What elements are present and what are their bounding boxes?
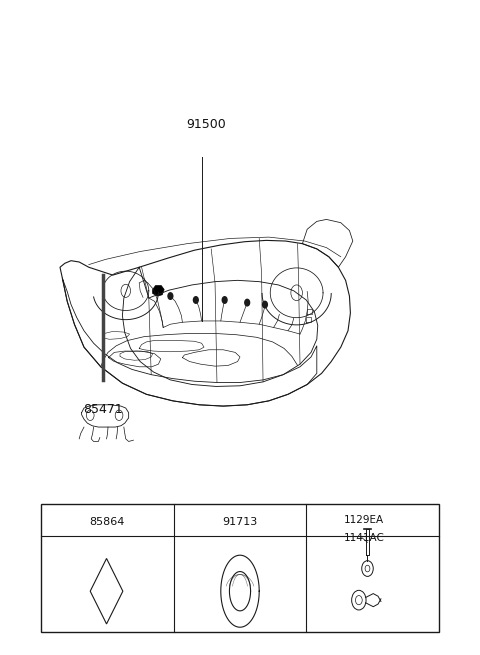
Circle shape xyxy=(168,293,173,299)
Bar xyxy=(41,504,439,632)
Text: 1141AC: 1141AC xyxy=(344,533,384,542)
Text: 85471: 85471 xyxy=(84,403,123,416)
Text: 91713: 91713 xyxy=(222,517,258,527)
Circle shape xyxy=(245,299,250,306)
Text: 91500: 91500 xyxy=(187,118,226,131)
Text: 85864: 85864 xyxy=(89,517,124,527)
Circle shape xyxy=(263,301,267,308)
Polygon shape xyxy=(153,286,164,296)
Circle shape xyxy=(193,297,198,303)
Circle shape xyxy=(222,297,227,303)
Text: 1129EA: 1129EA xyxy=(344,515,384,525)
